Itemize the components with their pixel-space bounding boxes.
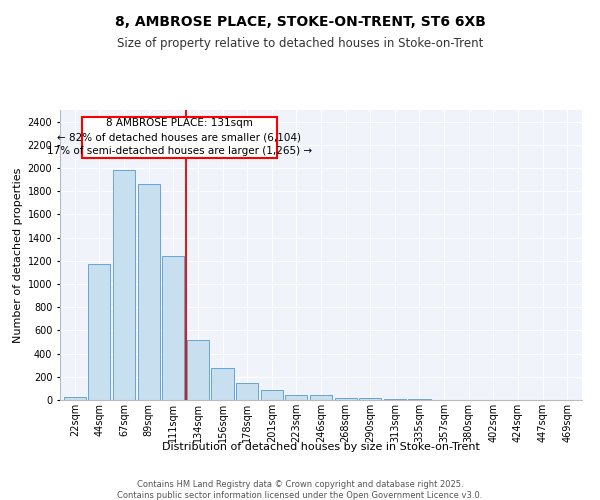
- Text: Size of property relative to detached houses in Stoke-on-Trent: Size of property relative to detached ho…: [117, 38, 483, 51]
- Text: Contains HM Land Registry data © Crown copyright and database right 2025.: Contains HM Land Registry data © Crown c…: [137, 480, 463, 489]
- Bar: [236, 382, 258, 400]
- Text: Contains public sector information licensed under the Open Government Licence v3: Contains public sector information licen…: [118, 491, 482, 500]
- Bar: [285, 395, 307, 400]
- Bar: [162, 256, 184, 400]
- Bar: [335, 398, 357, 400]
- Bar: [113, 170, 135, 400]
- Y-axis label: Number of detached properties: Number of detached properties: [13, 168, 23, 342]
- FancyBboxPatch shape: [82, 117, 277, 158]
- Bar: [359, 398, 382, 400]
- Text: 8, AMBROSE PLACE, STOKE-ON-TRENT, ST6 6XB: 8, AMBROSE PLACE, STOKE-ON-TRENT, ST6 6X…: [115, 15, 485, 29]
- Bar: [137, 184, 160, 400]
- Bar: [260, 390, 283, 400]
- Bar: [88, 264, 110, 400]
- Text: 8 AMBROSE PLACE: 131sqm
← 82% of detached houses are smaller (6,104)
17% of semi: 8 AMBROSE PLACE: 131sqm ← 82% of detache…: [47, 118, 312, 156]
- Text: Distribution of detached houses by size in Stoke-on-Trent: Distribution of detached houses by size …: [162, 442, 480, 452]
- Bar: [187, 340, 209, 400]
- Bar: [64, 397, 86, 400]
- Bar: [211, 368, 233, 400]
- Bar: [310, 395, 332, 400]
